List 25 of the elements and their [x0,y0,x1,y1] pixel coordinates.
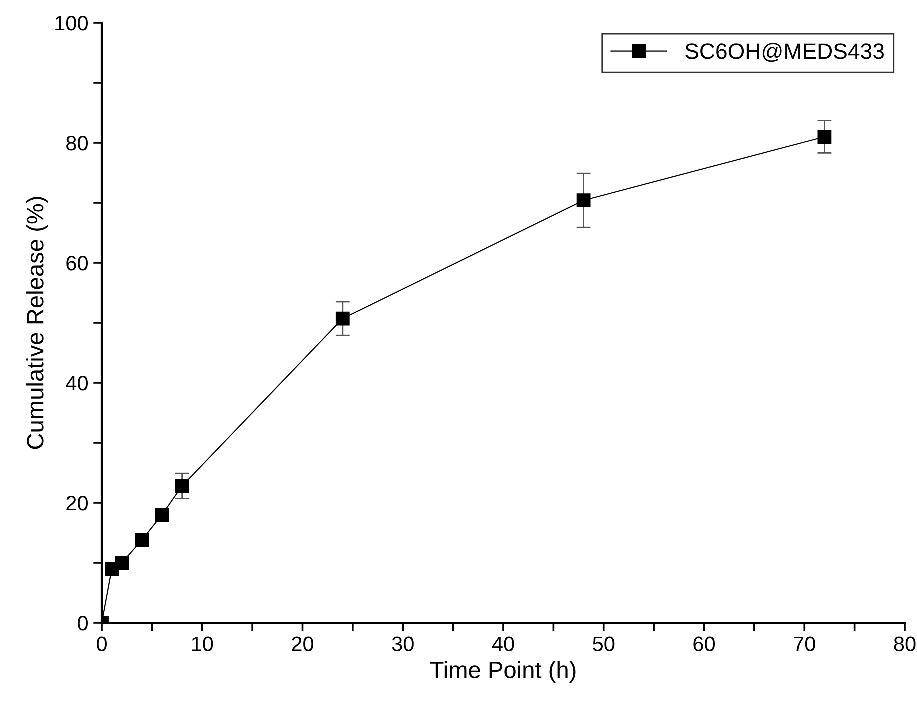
point [155,508,170,522]
x-tick-label: 20 [292,636,314,652]
legend-label: SC6OH@MEDS433 [686,43,884,62]
y-tick-label: 20 [66,496,88,511]
y-tick-label: 80 [66,136,88,151]
x-tick-label: 60 [694,636,716,652]
y-tick-label: 100 [56,16,88,31]
point [818,130,832,144]
point [115,556,130,570]
y-axis-title: Cumulative Release (%) [26,197,48,450]
point [175,479,190,494]
x-tick-label: 70 [794,636,816,652]
point [135,533,150,548]
point [336,312,350,326]
x-tick-label: 40 [492,636,514,652]
y-tick-label: 40 [66,376,88,391]
x-tick-label: 0 [97,636,107,652]
point [576,194,591,208]
y-tick-label: 60 [66,256,88,271]
x-tick-label: 50 [593,636,615,652]
y-tick-label: 0 [78,616,88,631]
x-tick-label: 80 [894,636,916,652]
x-tick-label: 10 [192,636,214,652]
x-tick-label: 30 [392,636,414,652]
x-axis-title: Time Point (h) [430,661,576,684]
